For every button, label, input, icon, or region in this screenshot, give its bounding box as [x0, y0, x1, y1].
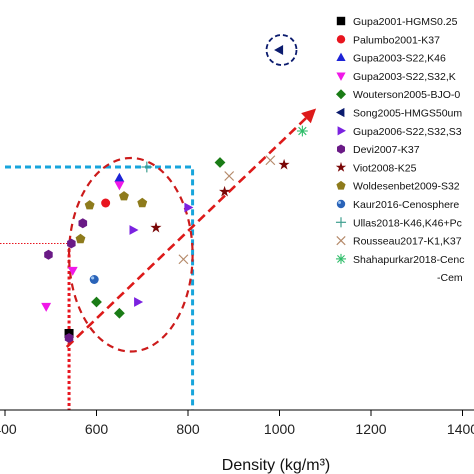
x-tick-label-0: 400 — [0, 421, 17, 437]
trend-arrow-head — [301, 108, 317, 124]
point-12-1 — [265, 155, 276, 166]
legend-marker-9 — [336, 180, 346, 190]
legend-label-8: Viot2008-K25 — [353, 162, 417, 174]
legend-label-10: Kaur2016-Cenosphere — [353, 199, 459, 211]
legend-marker-6 — [337, 126, 346, 136]
legend-marker-13 — [335, 253, 347, 264]
trend-arrow-line — [65, 117, 307, 348]
point-8-2 — [278, 158, 290, 170]
legend-marker-10 — [336, 199, 346, 209]
point-8-1 — [219, 185, 231, 197]
legend: Gupa2001-HGMS0.25 Palumbo2001-K37 Gupa2003… — [335, 16, 465, 284]
point-6-2 — [134, 297, 144, 307]
data-points-layer — [41, 45, 308, 343]
legend-marker-1 — [336, 35, 346, 44]
point-5-0 — [274, 45, 284, 55]
legend-label-6: Gupa2006-S22,S32,S3 — [353, 126, 462, 138]
point-7-3 — [64, 333, 74, 343]
point-6-0 — [184, 202, 194, 213]
point-10-0 — [89, 275, 99, 284]
dashed-ellipse — [67, 156, 194, 353]
point-7-1 — [67, 238, 76, 249]
x-tick-label-5: 1400 — [447, 421, 474, 437]
x-axis-title: Density (kg/m³) — [222, 457, 330, 474]
point-4-0 — [214, 157, 226, 168]
point-4-1 — [91, 296, 102, 308]
point-9-2 — [137, 197, 148, 208]
legend-marker-4 — [336, 89, 346, 100]
legend-label-11: Ullas2018-K46,K46+Pc — [353, 217, 462, 229]
legend-label-2: Gupa2003-S22,K46 — [353, 53, 446, 65]
point-9-3 — [75, 233, 86, 244]
point-2-0 — [114, 172, 125, 182]
legend-label-5: Song2005-HMGS50um — [353, 108, 462, 120]
point-13-0 — [296, 125, 308, 137]
legend-marker-2 — [336, 52, 346, 61]
point-7-0 — [78, 218, 88, 229]
legend-marker-12 — [336, 235, 346, 246]
legend-marker-0 — [336, 16, 346, 26]
legend-label-7: Devi2007-K37 — [353, 144, 420, 156]
dashed-box — [5, 165, 195, 410]
point-3-1 — [67, 266, 78, 276]
point-6-1 — [129, 225, 139, 235]
point-7-2 — [44, 249, 53, 260]
x-tick-label-4: 1200 — [355, 421, 386, 437]
legend-marker-3 — [336, 72, 346, 81]
annotation-layer — [0, 34, 317, 410]
point-9-1 — [119, 191, 129, 201]
legend-marker-7 — [337, 144, 345, 154]
point-9-0 — [84, 200, 95, 210]
legend-label-1: Palumbo2001-K37 — [353, 34, 440, 46]
legend-marker-8 — [335, 161, 347, 172]
song-highlight-circle — [265, 34, 298, 66]
legend-label-0: Gupa2001-HGMS0.25 — [353, 16, 458, 28]
point-12-2 — [178, 254, 189, 265]
legend-label-9: Woldesenbet2009-S32 — [353, 181, 460, 193]
legend-label-13: Shahapurkar2018-Cenc — [353, 254, 465, 266]
point-8-0 — [150, 221, 162, 233]
point-12-0 — [224, 171, 235, 181]
point-3-2 — [41, 302, 52, 312]
x-tick-label-1: 600 — [85, 421, 109, 437]
point-3-0 — [114, 181, 125, 191]
legend-label-extra: -Cem — [437, 272, 463, 284]
point-11-0 — [141, 161, 153, 173]
legend-label-4: Wouterson2005-BJO-0 — [353, 89, 460, 101]
point-1-0 — [101, 198, 111, 208]
legend-label-12: Rousseau2017-K1,K37 — [353, 236, 462, 248]
x-tick-label-2: 800 — [176, 421, 200, 437]
legend-label-3: Gupa2003-S22,S32,K — [353, 71, 456, 83]
x-tick-label-3: 1000 — [264, 421, 295, 437]
x-axis: Density (kg/m³) 400 600 800 1000 1200 1400 — [0, 409, 474, 474]
legend-marker-11 — [335, 217, 347, 228]
legend-marker-5 — [336, 107, 345, 118]
point-4-2 — [114, 307, 125, 319]
